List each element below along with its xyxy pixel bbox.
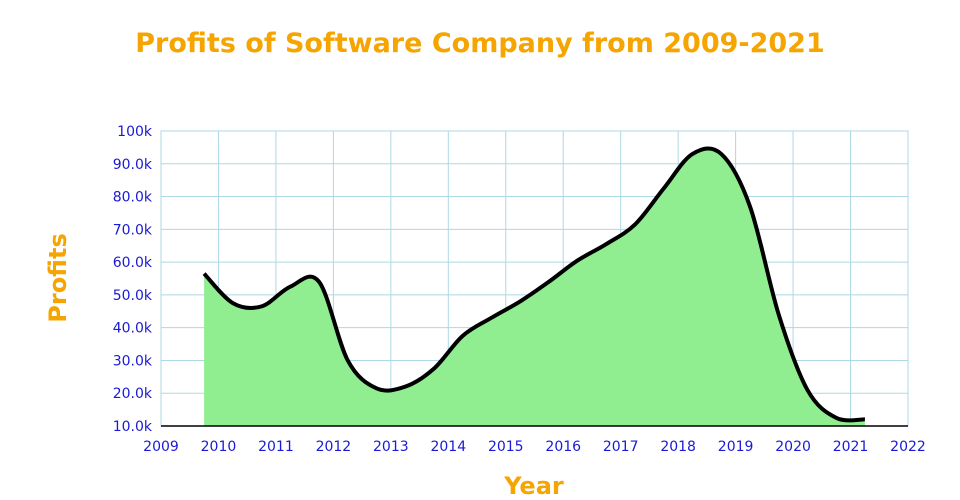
- x-tick-label: 2015: [488, 439, 524, 455]
- x-tick-label: 2009: [143, 439, 179, 455]
- x-tick-label: 2013: [373, 439, 409, 455]
- y-tick-label: 30.0k: [113, 353, 153, 369]
- y-axis-ticks: 10.0k 20.0k 30.0k 40.0k 50.0k 60.0k 70.0k 80.0k…: [113, 124, 153, 435]
- x-tick-label: 2010: [201, 439, 237, 455]
- x-axis-title: Year: [504, 472, 564, 500]
- x-tick-label: 2016: [545, 439, 581, 455]
- y-tick-label: 90.0k: [113, 157, 153, 173]
- y-tick-label: 20.0k: [113, 386, 153, 402]
- x-tick-label: 2018: [660, 439, 696, 455]
- profit-line: [202, 146, 866, 423]
- x-tick-label: 2012: [316, 439, 352, 455]
- x-tick-label: 2011: [258, 439, 294, 455]
- x-tick-label: 2022: [890, 439, 926, 455]
- x-axis-ticks: 2009 2010 2011 2012 2013 2014 2015 2016 2017 2018…: [143, 439, 926, 455]
- chart-title: Profits of Software Company from 2009-20…: [135, 28, 825, 59]
- area-fill: [204, 148, 865, 426]
- x-tick-label: 2020: [775, 439, 811, 455]
- y-tick-label: 100k: [117, 124, 153, 140]
- y-tick-label: 40.0k: [113, 321, 153, 337]
- x-tick-label: 2017: [603, 439, 639, 455]
- y-tick-label: 70.0k: [113, 222, 153, 238]
- y-tick-label: 60.0k: [113, 255, 153, 271]
- y-tick-label: 10.0k: [113, 419, 153, 435]
- y-tick-label: 80.0k: [113, 190, 153, 206]
- y-tick-label: 50.0k: [113, 288, 153, 304]
- plot-frame: [160, 130, 909, 427]
- x-tick-label: 2021: [833, 439, 869, 455]
- x-tick-label: 2014: [430, 439, 466, 455]
- x-tick-label: 2019: [718, 439, 754, 455]
